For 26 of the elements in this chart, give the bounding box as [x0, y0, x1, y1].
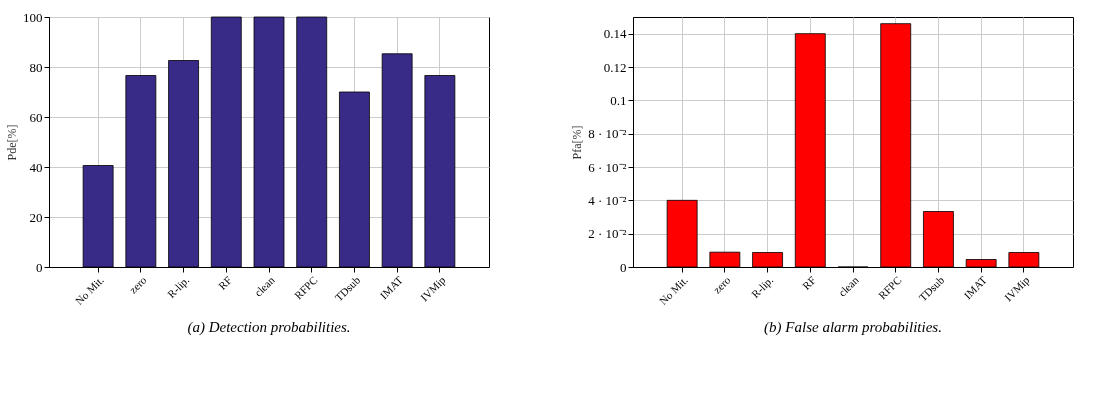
- y-tick-label: 40: [29, 159, 43, 175]
- y-tick-label: 8 · 10⁻²: [588, 126, 627, 142]
- y-tick-label: 2 · 10⁻²: [588, 226, 627, 242]
- y-tick-label: 20: [29, 209, 43, 225]
- x-tick-label: RF: [800, 273, 819, 292]
- y-tick-label: 0: [620, 259, 627, 275]
- x-tick-label: clean: [251, 273, 278, 299]
- y-tick-label: 0: [36, 259, 43, 275]
- y-tick-label: 80: [29, 59, 43, 75]
- text: (a) Detection probabilities.: [187, 319, 351, 337]
- y-tick-label: 0.1: [610, 92, 627, 108]
- text: (b) False alarm probabilities.: [764, 319, 942, 337]
- y-tick-label: 4 · 10⁻²: [588, 192, 627, 208]
- x-tick-label: zero: [710, 273, 733, 296]
- y-tick-label: 100: [23, 9, 43, 25]
- y-axis-title: Pfa[%]: [570, 125, 585, 160]
- y-tick-label: 60: [29, 109, 43, 125]
- y-axis-title: Pde[%]: [5, 124, 19, 161]
- x-tick-label: No Mit.: [656, 273, 691, 307]
- x-tick-label: RF: [216, 273, 235, 292]
- y-tick-label: 0.14: [603, 26, 627, 42]
- x-tick-label: zero: [126, 273, 149, 296]
- y-tick-label: 6 · 10⁻²: [588, 159, 627, 175]
- x-tick-label: No Mit.: [72, 273, 107, 307]
- x-tick-label: clean: [835, 273, 862, 299]
- y-tick-label: 0.12: [603, 59, 627, 75]
